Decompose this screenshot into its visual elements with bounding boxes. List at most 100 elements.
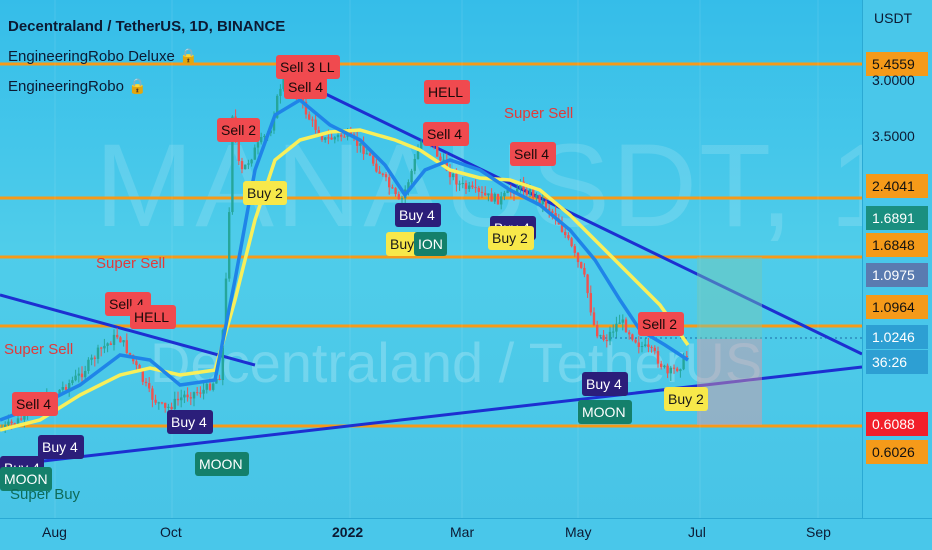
candle-body: [141, 370, 144, 382]
price-tag-8: 0.6088: [866, 412, 928, 436]
candle-body: [660, 363, 663, 368]
candle-body: [356, 137, 359, 146]
price-tag-4: 1.0975: [866, 263, 928, 287]
candle-body: [176, 398, 180, 401]
candle-body: [71, 380, 74, 384]
moving-average-blue: [0, 97, 689, 422]
time-tick-5: Jul: [688, 524, 706, 540]
candle-body: [10, 421, 13, 424]
candle-body: [61, 387, 64, 390]
signal-supersell-7: Super Sell: [96, 255, 166, 272]
candle-body: [458, 183, 461, 185]
candle-body: [442, 159, 445, 161]
candle-body: [413, 158, 416, 171]
candle-body: [100, 347, 103, 349]
candle-body: [490, 193, 493, 202]
candle-body: [340, 134, 343, 137]
candle-body: [650, 346, 653, 348]
candle-body: [96, 347, 100, 359]
candle-body: [384, 174, 388, 178]
candle-body: [311, 119, 314, 121]
indicator-label-deluxe[interactable]: EngineeringRobo Deluxe 🔒: [8, 48, 198, 65]
time-axis[interactable]: [0, 518, 932, 550]
candle-body: [548, 208, 551, 212]
candle-body: [256, 142, 260, 148]
signal-sell-3: HELL: [424, 80, 470, 104]
candle-body: [138, 365, 141, 371]
candle-body: [439, 156, 442, 161]
candle-body: [525, 190, 528, 195]
candle-body: [93, 357, 96, 359]
candle-body: [455, 173, 458, 185]
signal-sell-8: Sell 4: [105, 292, 151, 316]
candle-body: [269, 130, 272, 134]
candle-body: [112, 334, 116, 345]
signal-supersell-5: Super Sell: [504, 105, 574, 122]
candle-body: [224, 278, 228, 331]
symbol-title[interactable]: Decentraland / TetherUS, 1D, BINANCE: [8, 18, 286, 35]
candle-body: [532, 189, 535, 198]
candle-body: [487, 193, 490, 196]
candle-body: [474, 187, 477, 189]
candle-body: [279, 88, 282, 96]
signal-sell-11: Sell 4: [12, 392, 58, 416]
candle-body: [160, 402, 164, 404]
candle-body: [77, 373, 80, 376]
candle-body: [605, 339, 608, 341]
candle-body: [452, 173, 455, 178]
candle-body: [157, 402, 160, 404]
candle-body: [496, 193, 500, 205]
candle-body: [365, 153, 368, 155]
candle-body: [183, 394, 186, 398]
candle-body: [240, 161, 244, 170]
time-tick-4: May: [565, 524, 592, 540]
candle-body: [676, 368, 679, 372]
signal-moon-26: ION: [414, 232, 447, 256]
axis-unit: USDT: [874, 10, 913, 26]
candle-body: [144, 381, 148, 384]
price-tag-3: 1.6848: [866, 233, 928, 257]
candle-body: [544, 200, 548, 209]
candle-body: [68, 383, 71, 391]
price-tick-0: 3.0000: [872, 72, 915, 88]
candle-body: [116, 334, 119, 338]
signal-moon-19: MOON: [195, 452, 249, 476]
candle-body: [602, 335, 605, 340]
candle-body: [263, 135, 266, 138]
candle-body: [551, 211, 554, 214]
candle-body: [624, 319, 628, 333]
candle-body: [528, 189, 532, 195]
candle-body: [103, 345, 106, 349]
candle-body: [58, 389, 61, 395]
candle-body: [119, 337, 122, 343]
candle-body: [135, 361, 138, 366]
signal-supersell-10: Super Sell: [4, 341, 74, 358]
candle-body: [74, 375, 77, 381]
candle-body: [634, 339, 637, 343]
candle-body: [64, 387, 68, 391]
candle-body: [16, 418, 20, 425]
trendline-upper-left: [0, 293, 256, 367]
signal-buy2-13: Buy 2: [243, 181, 287, 205]
indicator-label-robo[interactable]: EngineeringRobo 🔒: [8, 78, 147, 95]
candle-body: [666, 365, 669, 374]
signal-moon-25: MOON: [0, 467, 52, 491]
candle-body: [327, 137, 330, 139]
candle-body: [685, 356, 688, 358]
candle-body: [90, 357, 93, 360]
candle-body: [445, 159, 448, 171]
candle-body: [106, 343, 109, 346]
candle-body: [493, 193, 496, 202]
candle-body: [672, 367, 676, 369]
candle-body: [314, 119, 317, 131]
position-loss-zone: [697, 339, 762, 425]
candle-body: [221, 330, 224, 380]
candle-body: [320, 135, 324, 140]
candle-body: [167, 406, 170, 408]
time-tick-0: Aug: [42, 524, 67, 540]
candle-body: [682, 356, 685, 370]
candle-body: [7, 421, 10, 425]
signal-buy-18: Buy 4: [167, 410, 213, 434]
